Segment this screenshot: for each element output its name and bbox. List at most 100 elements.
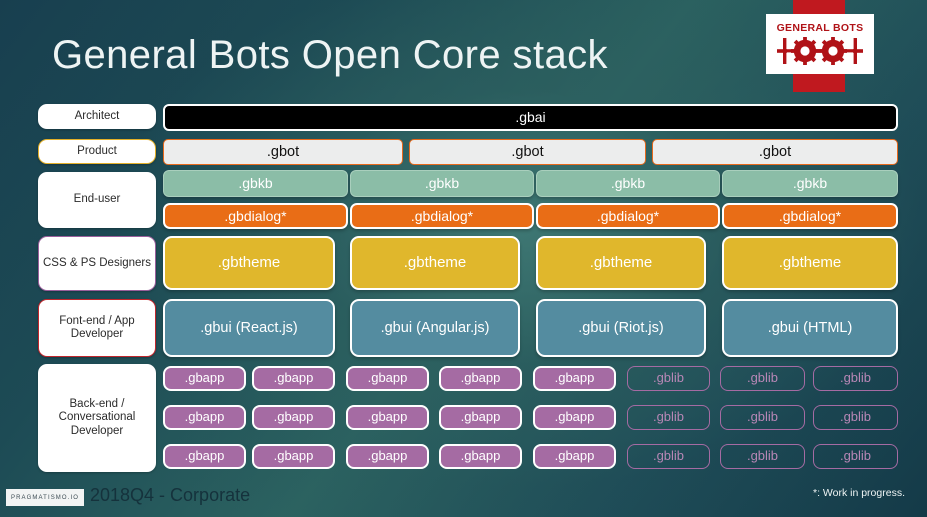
role-label-product: Product [38, 139, 156, 164]
work-in-progress-footnote: *: Work in progress. [812, 487, 905, 499]
layer-label: .gbkb [424, 175, 460, 192]
layer-label: .gbkb [610, 175, 646, 192]
layer-label: .gblib [746, 409, 779, 425]
slide-footer: PRAGMATISMO.IO 2018Q4 - Corporate [0, 483, 927, 517]
layer-label: .gbdialog* [596, 207, 660, 224]
layer-label: .gbapp [554, 370, 595, 386]
role-label-architect: Architect [38, 104, 156, 129]
layer-label: .gbot [266, 143, 300, 160]
role-label-end-user: End-user [38, 172, 156, 228]
layer-gbai[interactable]: .gbai [163, 104, 898, 131]
layer-label: .gbtheme [589, 254, 653, 272]
layer-gblib-r2c3[interactable]: .gblib [813, 405, 898, 430]
layer-label: .gbapp [554, 448, 595, 464]
layer-label: .gbapp [460, 370, 501, 386]
layer-gblib-r2c1[interactable]: .gblib [627, 405, 710, 430]
layer-gbapp-r2c5[interactable]: .gbapp [533, 405, 616, 430]
layer-gbapp-r3c2[interactable]: .gbapp [252, 444, 335, 469]
layer-label: .gbapp [273, 448, 314, 464]
role-label-back-end-conversational-developer: Back-end / Conversational Developer [38, 364, 156, 472]
layer-label: .gblib [839, 448, 872, 464]
role-label-text: Font-end / App Developer [59, 314, 135, 340]
layer-gbapp-r1c2[interactable]: .gbapp [252, 366, 335, 391]
layer-gblib-r3c3[interactable]: .gblib [813, 444, 898, 469]
layer-label: .gbkb [238, 175, 273, 192]
page-title: General Bots Open Core stack [52, 33, 608, 77]
gears-logo-icon [777, 37, 863, 65]
layer-label: .gbui (HTML) [767, 319, 853, 336]
layer-gbot-1[interactable]: .gbot [163, 139, 403, 165]
layer-label: .gbapp [367, 370, 408, 386]
role-label-css-ps-designers: CSS & PS Designers [38, 236, 156, 291]
layer-gbkb-4[interactable]: .gbkb [722, 170, 898, 197]
role-label-text: Back-end / Conversational Developer [58, 398, 136, 437]
role-label-text: CSS & PS Designers [43, 256, 152, 269]
layer-gblib-r2c2[interactable]: .gblib [720, 405, 805, 430]
layer-label: .gbapp [273, 409, 314, 425]
layer-gbdialog-3[interactable]: .gbdialog* [536, 203, 720, 229]
layer-label: .gbtheme [778, 254, 842, 272]
layer-gbui-react[interactable]: .gbui (React.js) [163, 299, 335, 357]
layer-gbapp-r2c2[interactable]: .gbapp [252, 405, 335, 430]
layer-label: .gbapp [460, 409, 501, 425]
layer-gbui-angular[interactable]: .gbui (Angular.js) [350, 299, 520, 357]
layer-gblib-r3c1[interactable]: .gblib [627, 444, 710, 469]
layer-gbapp-r2c4[interactable]: .gbapp [439, 405, 522, 430]
layer-gbapp-r2c1[interactable]: .gbapp [163, 405, 246, 430]
layer-gbapp-r3c5[interactable]: .gbapp [533, 444, 616, 469]
layer-label: .gbkb [792, 175, 828, 192]
layer-gblib-r1c3[interactable]: .gblib [813, 366, 898, 391]
layer-label: .gbapp [460, 448, 501, 464]
layer-gblib-r1c2[interactable]: .gblib [720, 366, 805, 391]
layer-label: .gblib [746, 370, 779, 386]
layer-label: .gblib [652, 448, 685, 464]
layer-gbapp-r3c1[interactable]: .gbapp [163, 444, 246, 469]
layer-gbapp-r3c4[interactable]: .gbapp [439, 444, 522, 469]
pragmatismo-logo-text: PRAGMATISMO.IO [11, 494, 79, 501]
layer-gbapp-r1c4[interactable]: .gbapp [439, 366, 522, 391]
layer-label: .gbdialog* [224, 207, 287, 224]
layer-gbapp-r2c3[interactable]: .gbapp [346, 405, 429, 430]
layer-label: .gbapp [367, 448, 408, 464]
brand-name-label: GENERAL BOTS [776, 22, 864, 34]
layer-gbot-3[interactable]: .gbot [652, 139, 898, 165]
layer-gbapp-r1c5[interactable]: .gbapp [533, 366, 616, 391]
layer-label: .gbdialog* [410, 207, 474, 224]
layer-label: .gbui (Riot.js) [578, 319, 664, 336]
layer-gbdialog-1[interactable]: .gbdialog* [163, 203, 348, 229]
layer-gbkb-2[interactable]: .gbkb [350, 170, 534, 197]
layer-gbui-riot[interactable]: .gbui (Riot.js) [536, 299, 706, 357]
layer-label: .gbai [515, 109, 546, 126]
layer-gbtheme-2[interactable]: .gbtheme [350, 236, 520, 290]
layer-gbui-html[interactable]: .gbui (HTML) [722, 299, 898, 357]
layer-gblib-r1c1[interactable]: .gblib [627, 366, 710, 391]
layer-label: .gbtheme [403, 254, 467, 272]
layer-label: .gbapp [273, 370, 314, 386]
layer-label: .gbot [511, 143, 544, 160]
layer-label: .gblib [652, 409, 685, 425]
layer-gbkb-1[interactable]: .gbkb [163, 170, 348, 197]
layer-gbapp-r1c1[interactable]: .gbapp [163, 366, 246, 391]
layer-label: .gbapp [554, 409, 595, 425]
layer-gbtheme-1[interactable]: .gbtheme [163, 236, 335, 290]
layer-label: .gbdialog* [778, 207, 842, 224]
layer-gbapp-r1c3[interactable]: .gbapp [346, 366, 429, 391]
role-label-text: End-user [73, 193, 121, 206]
layer-label: .gblib [839, 409, 872, 425]
layer-gbot-2[interactable]: .gbot [409, 139, 646, 165]
general-bots-logo: GENERAL BOTS [766, 14, 874, 74]
layer-gbapp-r3c3[interactable]: .gbapp [346, 444, 429, 469]
layer-gbdialog-2[interactable]: .gbdialog* [350, 203, 534, 229]
layer-gbkb-3[interactable]: .gbkb [536, 170, 720, 197]
layer-gbdialog-4[interactable]: .gbdialog* [722, 203, 898, 229]
role-label-text: Product [77, 144, 117, 157]
layer-gbtheme-4[interactable]: .gbtheme [722, 236, 898, 290]
role-label-front-end-app-developer: Font-end / App Developer [38, 299, 156, 357]
role-label-text: Architect [74, 109, 120, 122]
layer-label: .gblib [652, 370, 685, 386]
layer-label: .gbui (React.js) [200, 319, 298, 336]
layer-gblib-r3c2[interactable]: .gblib [720, 444, 805, 469]
layer-label: .gblib [839, 370, 872, 386]
layer-gbtheme-3[interactable]: .gbtheme [536, 236, 706, 290]
